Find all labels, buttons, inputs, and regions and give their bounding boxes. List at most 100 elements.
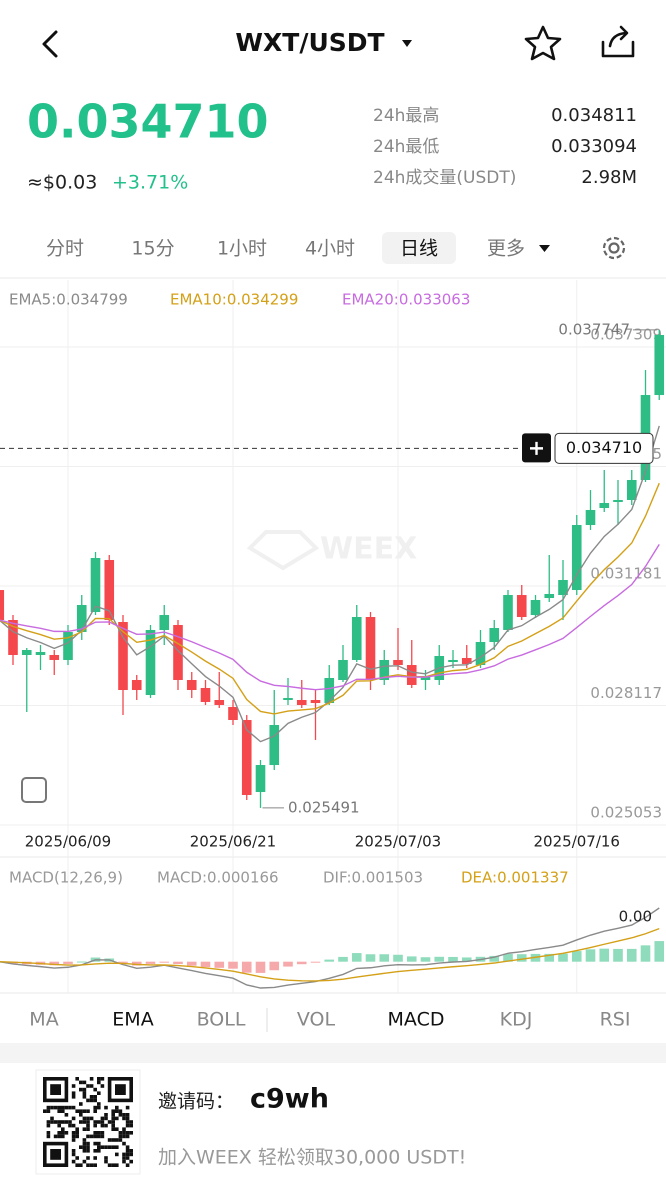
qr-module [46,1120,51,1124]
qr-module [68,1105,72,1110]
share-button[interactable] [601,25,635,58]
x-tick-label: 2025/07/03 [355,833,441,851]
qr-module [129,1131,133,1135]
favorite-button[interactable] [524,25,562,61]
qr-module [107,1145,112,1149]
qr-module [89,1084,94,1088]
candle-body [8,620,18,655]
stat-value: 0.034811 [551,105,637,126]
expand-button[interactable] [21,777,47,803]
pair-title[interactable]: WXT/USDT [235,28,384,57]
qr-module [79,1145,83,1149]
qr-module [122,1156,126,1160]
timeframe-tab[interactable]: 分时 [46,238,84,260]
qr-module [71,1084,76,1088]
qr-module [93,1141,97,1146]
back-button[interactable] [42,30,58,58]
candle-body [393,659,403,666]
pair-dropdown[interactable] [402,40,412,47]
stat-value: 0.033094 [551,136,637,157]
qr-module [129,1149,133,1153]
qr-module [125,1152,130,1157]
ema-legend: EMA10:0.034299 [170,291,298,309]
qr-module [71,1149,76,1153]
indicator-tab[interactable]: BOLL [197,1009,246,1031]
candle-body [324,678,335,704]
candle-body [599,503,610,508]
qr-module [43,1109,47,1113]
candle-body [406,665,417,685]
qr-finder [50,1149,61,1160]
qr-module [71,1095,76,1099]
candle-body [338,659,348,680]
qr-module [82,1149,87,1153]
macd-legend: MACD(12,26,9) [9,869,123,887]
qr-module [100,1120,105,1124]
qr-module [86,1109,90,1113]
qr-module [79,1163,83,1167]
qr-module [111,1163,115,1167]
timeframe-tab[interactable]: 日线 [400,238,438,260]
price-change: +3.71% [112,172,188,194]
qr-module [82,1127,87,1131]
timeframe-tab[interactable]: 1小时 [217,238,267,260]
low-marker-label: 0.025491 [288,798,360,816]
settings-button[interactable] [602,236,626,260]
qr-module [79,1080,83,1085]
qr-module [100,1123,105,1128]
candle-body [365,617,376,680]
candle-body [35,651,46,655]
candle-body [21,650,32,655]
qr-module [125,1123,130,1128]
qr-module [64,1120,69,1124]
macd-histogram-bar [131,961,142,966]
qr-module [125,1145,130,1149]
qr-module [82,1087,87,1092]
qr-finder [50,1084,61,1095]
macd-histogram-bar [599,948,610,962]
indicator-tab[interactable]: VOL [297,1009,336,1031]
indicator-tab[interactable]: MA [29,1009,58,1031]
qr-module [82,1109,87,1113]
qr-module [64,1113,69,1117]
x-tick-label: 2025/06/09 [25,833,111,851]
x-tick-label: 2025/07/16 [534,833,620,851]
timeframe-tab[interactable]: 4小时 [305,238,355,260]
candle-body [544,593,555,599]
qr-module [125,1131,130,1135]
macd-legend: MACD:0.000166 [157,869,279,887]
qr-module [115,1145,119,1149]
candle-body [63,631,73,660]
qr-module [125,1134,130,1139]
qr-module [122,1127,126,1131]
indicator-tab[interactable]: KDJ [500,1009,533,1031]
qr-module [57,1123,61,1128]
indicator-tab[interactable]: EMA [112,1009,153,1031]
macd-histogram-bar [200,961,211,968]
qr-module [107,1120,112,1124]
qr-module [104,1145,108,1149]
indicator-tab[interactable]: MACD [388,1009,445,1031]
macd-histogram-bar [406,956,417,962]
timeframe-tab[interactable]: 15分 [131,238,174,260]
qr-module [86,1098,90,1103]
qr-module [61,1131,65,1135]
timeframe-tab[interactable]: 更多 [487,238,525,260]
qr-module [79,1087,83,1092]
qr-module [61,1105,65,1110]
more-dropdown[interactable] [539,245,550,252]
indicator-tab[interactable]: RSI [600,1009,631,1031]
qr-module [75,1131,79,1135]
qr-module [71,1159,76,1164]
qr-module [97,1120,101,1124]
candles [0,329,665,808]
qr-module [118,1131,123,1135]
qr-module [97,1077,101,1081]
qr-module [100,1116,105,1121]
qr-module [71,1105,76,1110]
macd-histogram-bar [283,961,293,967]
qr-module [97,1091,101,1095]
qr-module [75,1163,79,1167]
qr-module [122,1134,126,1139]
macd-histogram-bar [255,961,266,973]
